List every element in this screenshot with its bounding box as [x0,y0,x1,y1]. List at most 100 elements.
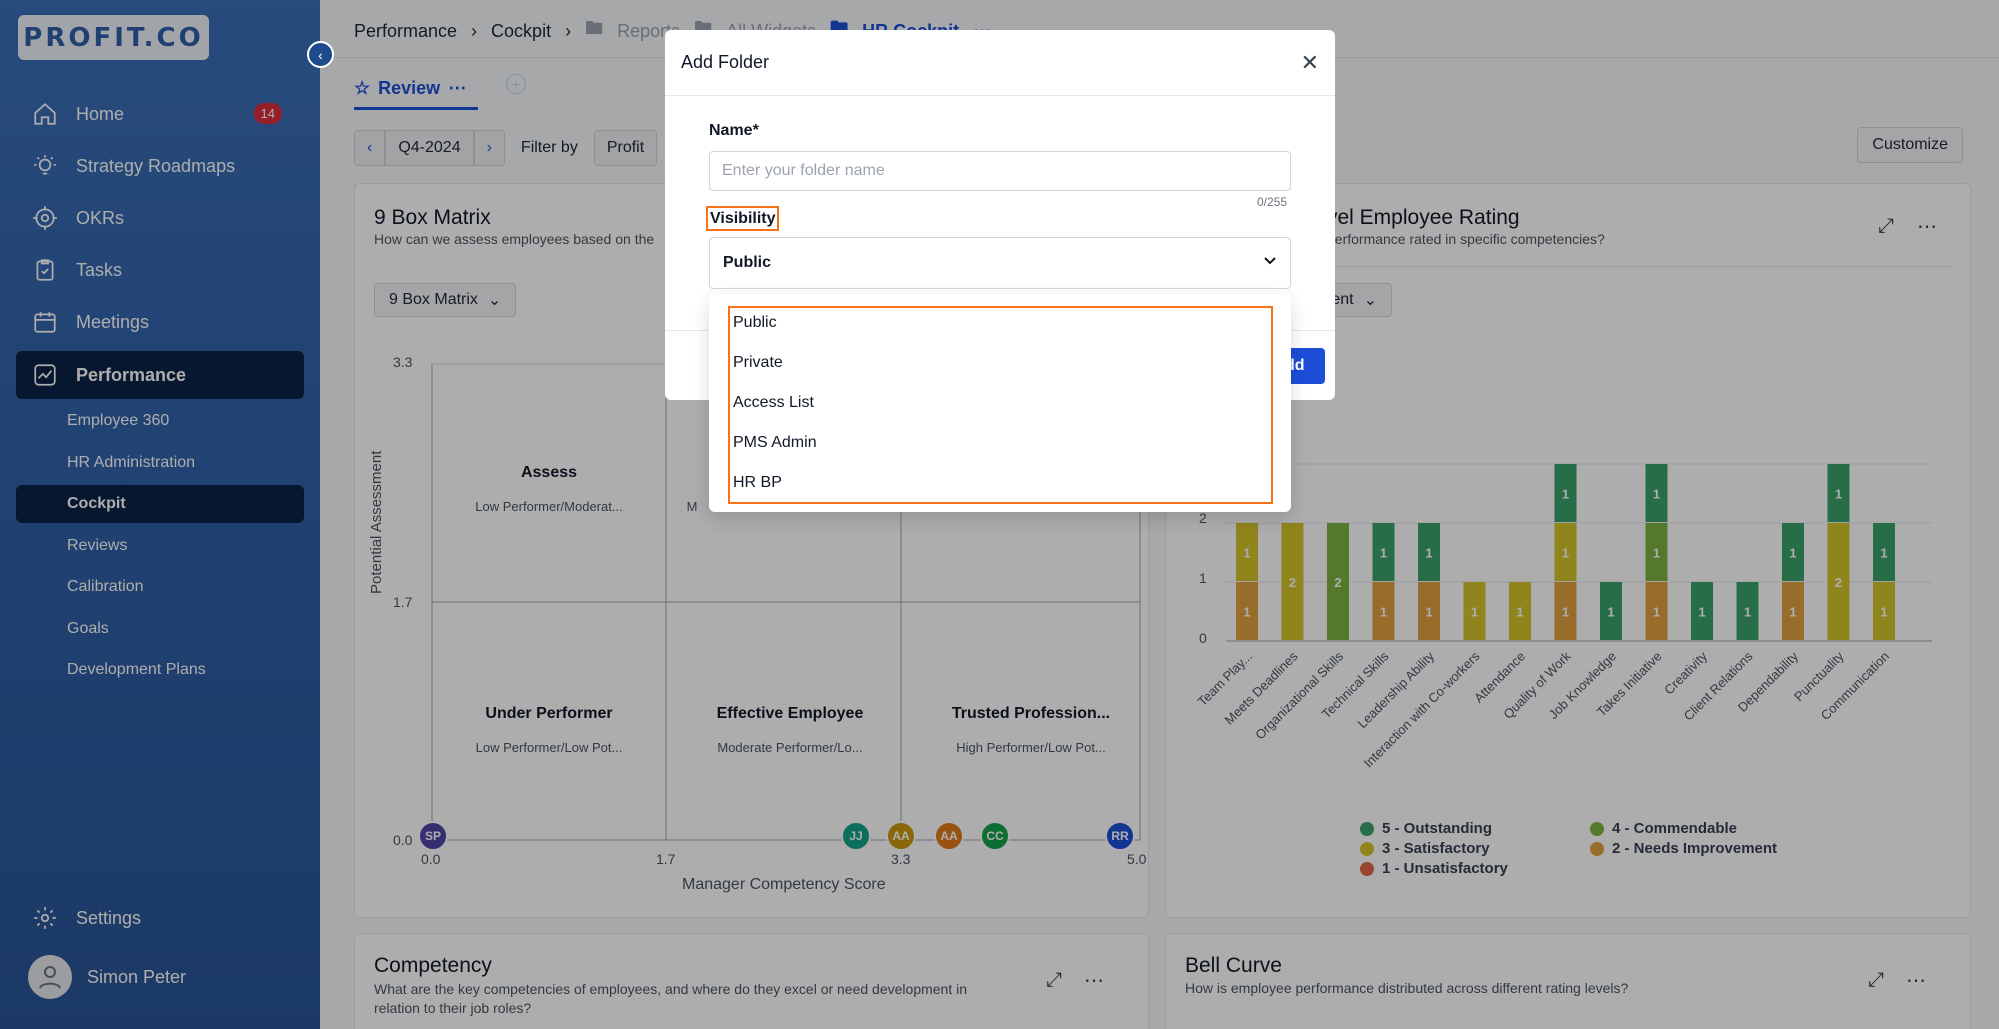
sidebar-sub-cockpit[interactable]: Cockpit [16,485,304,523]
sidebar-sub-employee-360[interactable]: Employee 360 [67,412,170,429]
x-tick: 0.0 [421,851,441,867]
bar-value-label: 1 [1653,605,1660,620]
sidebar-item-label: Settings [76,907,142,928]
bar-segment[interactable] [1509,582,1531,640]
sidebar-item-settings[interactable]: Settings [16,894,304,942]
bar-segment[interactable] [1372,582,1395,640]
bar-segment[interactable] [1281,523,1304,640]
bar-segment[interactable] [1418,523,1440,581]
bulb-icon [30,151,60,181]
legend-item: 4 - Commendable [1590,820,1737,837]
more-icon[interactable]: ⋯ [1906,969,1926,992]
sidebar-item-meetings[interactable]: Meetings [16,298,304,346]
sidebar-sub-reviews[interactable]: Reviews [67,537,128,554]
legend-label: 4 - Commendable [1612,820,1738,837]
y-tick: 0.0 [393,832,413,848]
expand-icon[interactable]: ⤢ [1046,968,1062,991]
sidebar-item-home[interactable]: Home 14 [16,90,304,138]
legend-dot [1590,841,1604,856]
legend-label: 3 - Satisfactory [1382,840,1490,857]
employee-bubble[interactable]: CC [980,821,1010,851]
option-hr-bp[interactable]: HR BP [733,474,782,491]
add-tab-icon[interactable]: + [506,74,526,94]
profit-co-logo[interactable]: PROFIT.CO [18,15,209,60]
option-pms-admin[interactable]: PMS Admin [733,434,817,451]
bar-segment[interactable] [1554,523,1577,581]
breadcrumb-cockpit[interactable]: Cockpit [491,20,552,41]
bar-segment[interactable] [1736,582,1759,640]
option-public[interactable]: Public [733,314,777,331]
bar-segment[interactable] [1645,464,1668,522]
expand-icon[interactable]: ⤢ [1878,214,1894,237]
sidebar-sub-hr-administration[interactable]: HR Administration [67,454,196,471]
bar-segment[interactable] [1782,582,1804,640]
card-subtitle: What are the key competencies of employe… [374,981,968,1016]
bar-value-label: 1 [1607,605,1614,620]
more-icon[interactable]: ⋯ [1917,215,1937,238]
employee-bubble[interactable]: RR [1105,821,1135,851]
bar-value-label: 1 [1698,605,1705,620]
bar-segment[interactable] [1236,523,1258,581]
bar-segment[interactable] [1645,523,1668,581]
sidebar-item-performance[interactable]: Performance [16,351,304,399]
bar-segment[interactable] [1827,523,1850,640]
home-icon [30,99,60,129]
bar-segment[interactable] [1691,582,1713,640]
bar-segment[interactable] [1554,582,1577,640]
tab-review[interactable]: ☆ Review ⋯ [354,70,479,110]
customize-button[interactable]: Customize [1857,127,1963,163]
options-highlight [728,306,1273,504]
more-icon[interactable]: ⋯ [448,78,467,98]
bar-segment[interactable] [1873,523,1895,581]
card-title: Bell Curve [1185,954,1282,977]
more-icon[interactable]: ⋯ [1084,969,1104,992]
legend-label: 5 - Outstanding [1382,820,1492,837]
bar-segment[interactable] [1873,582,1895,640]
filter-profit-select[interactable]: Profit [593,130,658,166]
next-period-button[interactable]: › [473,130,505,166]
nine-box-dropdown[interactable]: 9 Box Matrix ⌄ [374,283,517,317]
employee-bubble[interactable]: AA [886,821,916,851]
chevron-down-icon [1262,252,1278,273]
option-access-list[interactable]: Access List [733,394,814,411]
bar-segment[interactable] [1600,582,1622,640]
folder-name-input[interactable] [709,151,1291,191]
sidebar-item-tasks[interactable]: Tasks [16,246,304,294]
sidebar-item-strategy-roadmaps[interactable]: Strategy Roadmaps [16,142,304,190]
bar-segment[interactable] [1372,523,1395,581]
y-tick: 1 [1199,570,1207,586]
bar-segment[interactable] [1782,523,1804,581]
bar-segment[interactable] [1327,523,1349,640]
bar-segment[interactable] [1554,464,1577,522]
competency-card: Competency What are the key competencies… [354,933,1149,1029]
bell-curve-card: Bell Curve How is employee performance d… [1165,933,1971,1029]
option-private[interactable]: Private [733,354,783,371]
breadcrumb-reports[interactable]: Reports [617,20,681,41]
cell-sub: Moderate Performer/Lo... [717,740,863,755]
close-icon[interactable]: ✕ [1300,50,1319,75]
prev-period-button[interactable]: ‹ [354,130,386,166]
sidebar-item-okrs[interactable]: OKRs [16,194,304,242]
collapse-sidebar-button[interactable]: ‹ [307,41,334,68]
visibility-select[interactable]: Public [709,237,1291,289]
select-value: Public [723,254,772,271]
expand-icon[interactable]: ⤢ [1868,968,1884,991]
sidebar-sub-calibration[interactable]: Calibration [67,578,144,595]
sidebar-sub-development-plans[interactable]: Development Plans [67,661,206,678]
employee-bubble[interactable]: JJ [841,821,871,851]
bar-segment[interactable] [1418,582,1440,640]
bar-value-label: 1 [1789,605,1796,620]
bar-segment[interactable] [1236,582,1258,640]
filter-bar: ‹ Q4-2024 › Filter by Profit [354,130,658,166]
employee-bubble[interactable]: AA [934,821,964,851]
bar-segment[interactable] [1463,582,1486,640]
employee-bubble[interactable]: SP [418,821,448,851]
bar-segment[interactable] [1827,464,1850,522]
chevron-right-icon: › [565,20,572,41]
bar-segment[interactable] [1645,582,1668,640]
breadcrumb-performance[interactable]: Performance [354,20,458,41]
bar-value-label: 1 [1380,605,1387,620]
cell-label: Effective Employee [716,705,864,722]
user-profile[interactable]: Simon Peter [28,955,186,999]
sidebar-sub-goals[interactable]: Goals [67,620,109,637]
